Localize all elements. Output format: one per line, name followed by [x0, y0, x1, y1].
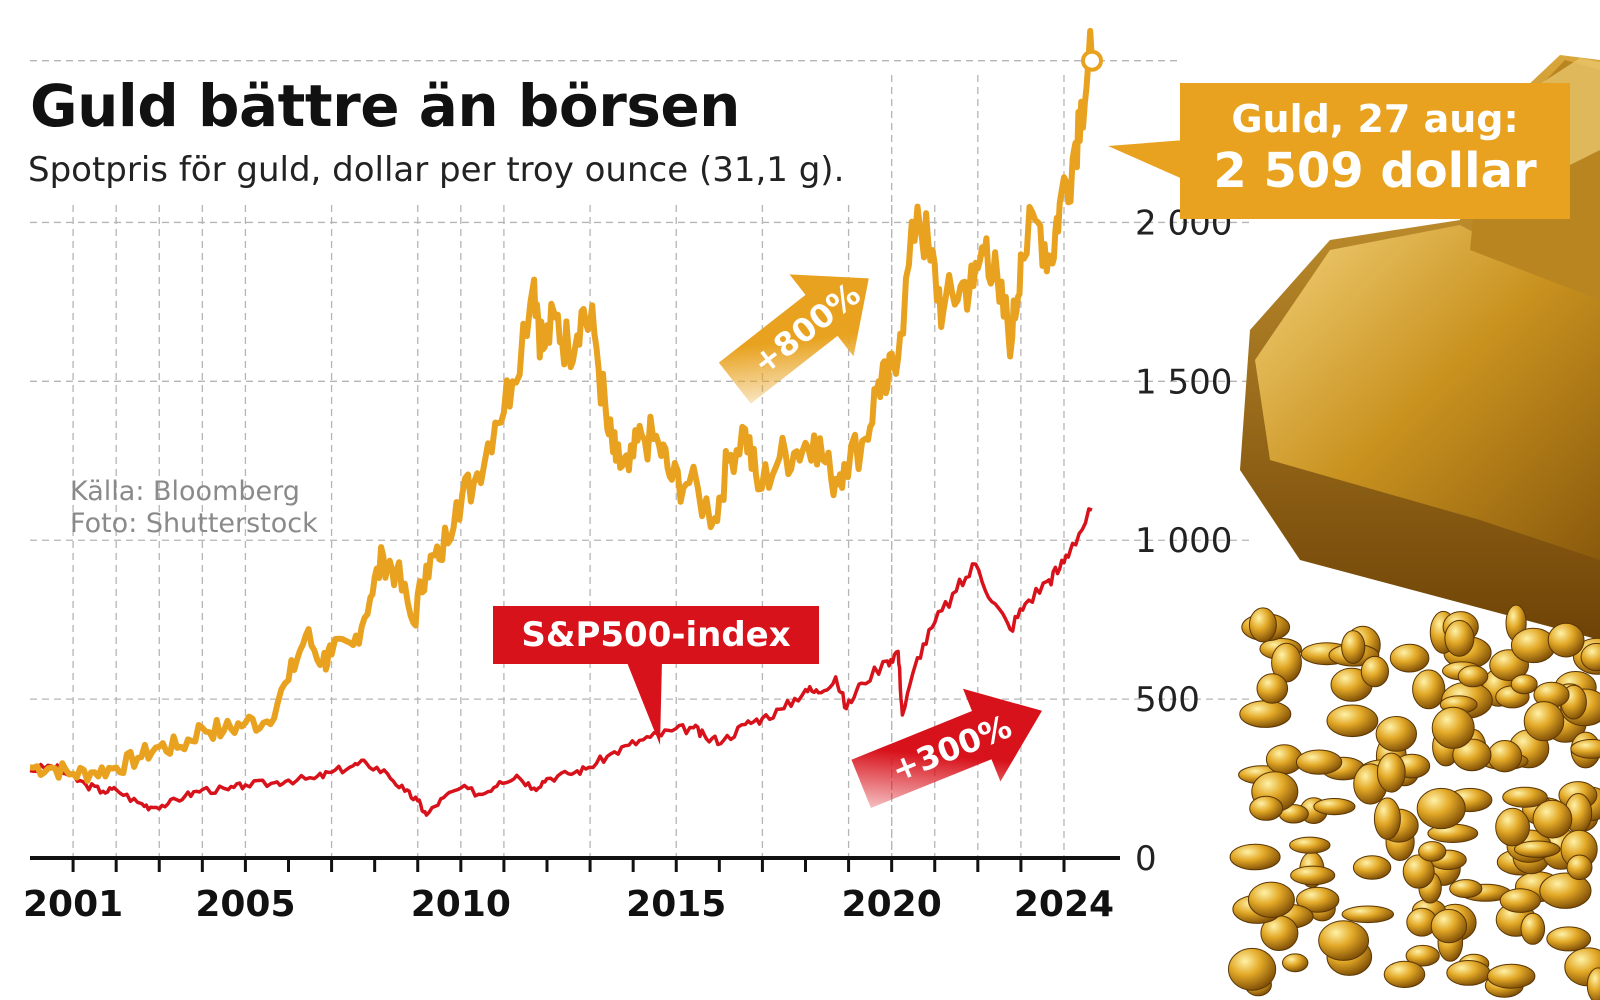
gold-nugget: [1495, 807, 1530, 847]
gold-nuggets-photo: [1228, 604, 1600, 1000]
chart-title: Guld bättre än börsen: [30, 72, 740, 140]
x-tick-label: 2020: [842, 884, 942, 925]
chart-subtitle: Spotpris för guld, dollar per troy ounce…: [28, 150, 845, 190]
gold-nugget: [1452, 738, 1492, 772]
x-ticks: [71, 858, 1066, 872]
gold-nugget: [1547, 622, 1585, 658]
gold-nugget: [1289, 836, 1331, 854]
gold-nugget: [1360, 655, 1390, 688]
gold-nugget: [1520, 912, 1546, 945]
gold-nugget: [1249, 795, 1284, 821]
gold-nugget: [1239, 700, 1292, 728]
gold-nugget: [1532, 799, 1573, 839]
gold-nugget: [1546, 926, 1592, 952]
gold-series-line: [29, 27, 1095, 784]
gold-nugget: [1318, 920, 1369, 961]
gold-nugget: [1375, 716, 1418, 752]
gold-nugget: [1296, 886, 1340, 913]
gold-nugget: [1446, 960, 1491, 986]
gold-nugget: [1449, 879, 1483, 899]
y-tick-label: 1 000: [1135, 521, 1232, 561]
gold-nugget: [1326, 704, 1379, 738]
gold-nugget: [1487, 740, 1523, 773]
gold-nugget: [1290, 865, 1336, 886]
callout-pointer: [1108, 140, 1185, 180]
gold-nugget: [1523, 701, 1565, 742]
gold-nugget: [1352, 855, 1392, 880]
gold-nugget: [1295, 749, 1343, 775]
x-tick-label: 2005: [195, 884, 295, 925]
x-tick-label: 2024: [1014, 884, 1114, 925]
gold-nugget: [1228, 947, 1277, 991]
gold-nugget: [1373, 797, 1401, 840]
gold-nugget: [1282, 953, 1309, 973]
gold-nugget: [1487, 963, 1536, 989]
sp500-series-label: S&P500-index: [493, 606, 819, 664]
gold-nugget: [1412, 669, 1446, 710]
gold-nugget: [1431, 706, 1475, 749]
x-tick-labels: 2001 2005 2010 2015 2020 2024: [23, 884, 1114, 925]
gold-nugget: [1457, 665, 1489, 688]
gold-nugget: [1444, 619, 1475, 657]
gold-nugget: [1389, 643, 1430, 673]
gold-price-callout: Guld, 27 aug: 2 509 dollar: [1180, 83, 1570, 219]
gold-nugget: [1570, 739, 1600, 759]
source-line: Källa: Bloomberg: [70, 476, 300, 507]
y-tick-label: 0: [1135, 839, 1157, 879]
gold-nugget: [1256, 673, 1289, 704]
gold-nugget: [1313, 798, 1356, 816]
gold-nugget: [1566, 854, 1593, 881]
gold-nugget: [1229, 843, 1281, 871]
x-tick-label: 2010: [411, 884, 511, 925]
gold-nugget: [1402, 854, 1435, 889]
source-credits: Källa: Bloomberg Foto: Shutterstock: [70, 476, 318, 540]
y-tick-label: 1 500: [1135, 362, 1232, 402]
gold-nugget: [1580, 642, 1600, 672]
y-tick-label: 500: [1135, 680, 1200, 720]
gold-nugget: [1539, 872, 1592, 909]
x-tick-label: 2015: [626, 884, 726, 925]
gold-nugget: [1510, 674, 1538, 695]
gold-nugget: [1248, 607, 1277, 643]
x-tick-label: 2001: [23, 884, 123, 925]
gold-nugget: [1383, 960, 1426, 989]
gold-nugget: [1416, 787, 1466, 830]
callout-date: Guld, 27 aug:: [1231, 97, 1519, 141]
gold-nugget: [1586, 967, 1600, 1000]
gold-nugget: [1341, 905, 1395, 924]
photo-credit-line: Foto: Shutterstock: [70, 508, 318, 539]
gold-nugget: [1247, 881, 1295, 918]
sp500-series-line: [29, 507, 1093, 817]
gold-nugget: [1405, 944, 1440, 967]
gold-nugget: [1376, 752, 1406, 793]
gold-nugget: [1499, 888, 1541, 913]
gold-nugget: [1430, 908, 1468, 944]
sp500-change-arrow: +300%: [851, 688, 1042, 808]
sp500-label-pointer: [626, 660, 662, 745]
gold-nugget: [1341, 630, 1366, 664]
gold-last-point-marker: [1080, 49, 1103, 72]
gold-nugget: [1513, 840, 1561, 858]
gold-nugget: [1418, 841, 1447, 862]
gold-nugget: [1502, 786, 1548, 808]
callout-price: 2 509 dollar: [1213, 143, 1537, 199]
